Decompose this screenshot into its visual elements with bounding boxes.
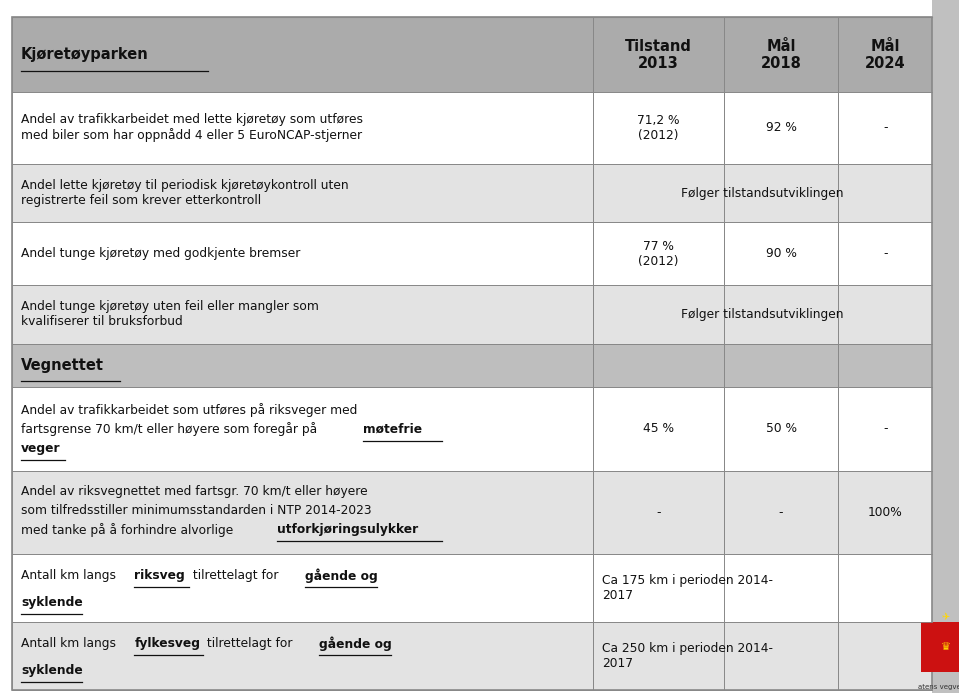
Text: Antall km langs: Antall km langs [21, 637, 120, 650]
Text: Ca 175 km i perioden 2014-
2017: Ca 175 km i perioden 2014- 2017 [602, 574, 773, 602]
Text: syklende: syklende [21, 664, 82, 677]
Text: Vegnettet: Vegnettet [21, 358, 105, 373]
Text: Andel lette kjøretøy til periodisk kjøretøykontroll uten
registrerte feil som kr: Andel lette kjøretøy til periodisk kjøre… [21, 179, 349, 207]
Text: 71,2 %
(2012): 71,2 % (2012) [637, 114, 680, 142]
Bar [932, 0, 959, 693]
Bar [838, 92, 932, 164]
Text: Mål
2018: Mål 2018 [760, 39, 802, 71]
Text: Andel av riksvegnettet med fartsgr. 70 km/t eller høyere: Andel av riksvegnettet med fartsgr. 70 k… [21, 485, 367, 498]
Text: fartsgrense 70 km/t eller høyere som foregår på: fartsgrense 70 km/t eller høyere som for… [21, 422, 321, 436]
Text: -: - [779, 506, 784, 518]
Bar [838, 222, 932, 285]
Text: 50 %: 50 % [765, 423, 797, 435]
Text: Følger tilstandsutviklingen: Følger tilstandsutviklingen [681, 308, 844, 321]
Bar [12, 17, 593, 92]
Text: Ca 250 km i perioden 2014-
2017: Ca 250 km i perioden 2014- 2017 [602, 642, 773, 669]
Text: 45 %: 45 % [643, 423, 674, 435]
Bar [838, 17, 932, 92]
Bar [593, 285, 932, 344]
Text: Mål
2024: Mål 2024 [865, 39, 905, 71]
Text: tilrettelagt for: tilrettelagt for [189, 569, 282, 582]
Text: 92 %: 92 % [765, 121, 797, 134]
Bar [593, 222, 724, 285]
Text: syklende: syklende [21, 596, 82, 609]
Text: ✈: ✈ [942, 612, 949, 622]
Text: 100%: 100% [868, 506, 902, 518]
Bar [593, 17, 724, 92]
Text: -: - [656, 506, 661, 518]
Text: som tilfredsstiller minimumsstandarden i NTP 2014-2023: som tilfredsstiller minimumsstandarden i… [21, 504, 372, 517]
Text: veger: veger [21, 441, 60, 455]
Text: riksveg: riksveg [134, 569, 185, 582]
Text: -: - [883, 247, 887, 260]
Text: fylkesveg: fylkesveg [134, 637, 200, 650]
Text: -: - [883, 423, 887, 435]
Bar [593, 554, 932, 622]
Bar [593, 622, 932, 690]
Text: tilrettelagt for: tilrettelagt for [203, 637, 296, 650]
Bar [12, 622, 593, 690]
Bar [921, 622, 959, 672]
Bar [12, 554, 593, 622]
Bar [724, 17, 838, 92]
Text: Antall km langs: Antall km langs [21, 569, 120, 582]
Bar [12, 285, 593, 344]
Bar [593, 471, 724, 554]
Text: -: - [883, 121, 887, 134]
Bar [724, 471, 838, 554]
Bar [838, 387, 932, 471]
Bar [838, 471, 932, 554]
Bar [724, 222, 838, 285]
Bar [12, 164, 593, 222]
Bar [593, 92, 724, 164]
Text: gående og: gående og [305, 568, 378, 583]
Bar [12, 471, 593, 554]
Text: Tilstand
2013: Tilstand 2013 [625, 39, 691, 71]
Text: møtefrie: møtefrie [363, 423, 422, 435]
Text: Andel av trafikkarbeidet som utføres på riksveger med: Andel av trafikkarbeidet som utføres på … [21, 403, 358, 416]
Bar [593, 164, 932, 222]
Bar [12, 92, 593, 164]
Text: gående og: gående og [319, 636, 392, 651]
Bar [593, 387, 724, 471]
Text: med tanke på å forhindre alvorlige: med tanke på å forhindre alvorlige [21, 523, 237, 536]
Text: Andel tunge kjøretøy uten feil eller mangler som
kvalifiserer til bruksforbud: Andel tunge kjøretøy uten feil eller man… [21, 300, 319, 328]
Text: Kjøretøyparken: Kjøretøyparken [21, 47, 149, 62]
Text: Andel av trafikkarbeidet med lette kjøretøy som utføres
med biler som har oppnåd: Andel av trafikkarbeidet med lette kjøre… [21, 113, 363, 143]
Bar [724, 92, 838, 164]
Bar [12, 387, 593, 471]
Text: Andel tunge kjøretøy med godkjente bremser: Andel tunge kjøretøy med godkjente brems… [21, 247, 300, 260]
Text: ♛: ♛ [941, 642, 950, 652]
Text: utforkjøringsulykker: utforkjøringsulykker [277, 523, 418, 536]
Text: 77 %
(2012): 77 % (2012) [638, 240, 679, 267]
Text: atens vegvesen: atens vegvesen [918, 685, 959, 690]
Bar [12, 222, 593, 285]
Bar [724, 387, 838, 471]
Text: Følger tilstandsutviklingen: Følger tilstandsutviklingen [681, 186, 844, 200]
Text: 90 %: 90 % [765, 247, 797, 260]
Bar [12, 344, 932, 387]
